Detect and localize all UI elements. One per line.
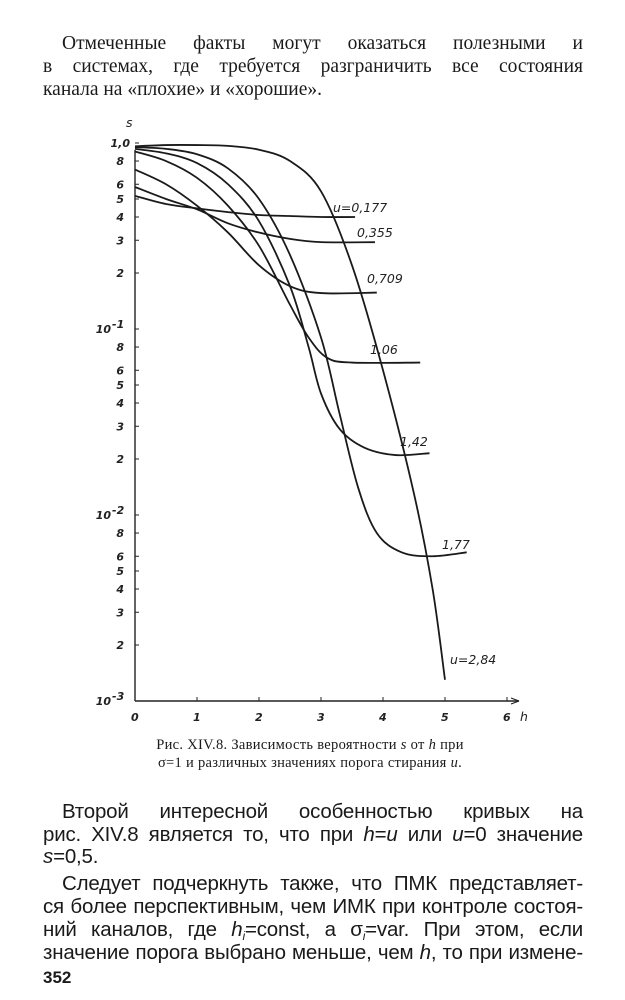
var: h: [231, 918, 243, 941]
paragraph-line: s=0,5.: [43, 846, 583, 868]
x-tick-label: 5: [441, 711, 449, 724]
caption-text: σ=1 и различных значениях порога стирани…: [157, 755, 451, 771]
subscript: i: [362, 929, 366, 943]
text: значение порога выбрано меньше, чем: [43, 941, 420, 964]
figure-caption: Рис. XIV.8. Зависимость вероятности s от…: [70, 736, 550, 772]
curve-label: u=0,177: [333, 200, 387, 215]
curve-142: [134, 147, 430, 457]
text: =: [374, 823, 387, 846]
paragraph-line: рис. XIV.8 является то, что при h=u или …: [43, 824, 583, 846]
text: или: [397, 823, 453, 846]
x-tick-label: 2: [255, 711, 263, 724]
x-tick-label: 6: [503, 711, 511, 724]
curve-0355: [134, 186, 375, 244]
x-tick-label: 4: [378, 711, 387, 724]
curve-106: [134, 150, 421, 364]
y-tick-label: 10: [96, 695, 112, 708]
text: , то при измене-: [430, 941, 583, 964]
var: s: [43, 845, 54, 868]
paragraph-line: значение порога выбрано меньше, чем h, т…: [43, 942, 583, 964]
curve-label: u=2,84: [450, 652, 496, 667]
text: =var. При этом, если: [365, 918, 583, 941]
paragraph-line: канала на «плохие» и «хорошие».: [43, 79, 323, 100]
paragraph-line: в системах, где требуется разграничить в…: [43, 56, 583, 77]
text: =const, а: [244, 918, 351, 941]
x-tick-label: 3: [317, 711, 325, 724]
caption-text: от: [406, 737, 429, 753]
curve-label: 0,355: [357, 225, 393, 240]
y-tick-label: 6: [116, 178, 124, 191]
y-tick-label: 3: [116, 606, 124, 619]
var: u: [386, 823, 398, 846]
y-tick-exponent: -3: [112, 690, 125, 703]
text: =0 значение: [463, 823, 584, 846]
curve-label: 1,77: [442, 537, 470, 552]
caption-text: при: [436, 737, 464, 753]
paragraph-line: ся более перспективным, чем ИМК при конт…: [43, 895, 583, 918]
caption-var: s: [400, 737, 407, 753]
y-tick-label: 6: [116, 364, 124, 377]
y-tick-label: 3: [116, 234, 124, 247]
subscript: i: [242, 929, 245, 943]
y-tick-label: 5: [116, 379, 124, 392]
text: ний каналов, где: [43, 918, 232, 941]
y-tick-label: 4: [115, 211, 124, 224]
curve-label: 0,709: [367, 271, 403, 286]
text: рис. XIV.8 является то, что при: [43, 823, 364, 846]
paragraph-line: Отмеченные факты могут оказаться полезны…: [62, 33, 583, 54]
x-tick-label: 0: [131, 711, 139, 724]
caption-text: Рис. XIV.8. Зависимость вероятности: [156, 737, 401, 753]
y-tick-label: 2: [116, 639, 124, 652]
caption-var: u: [450, 755, 459, 771]
y-tick-label: 4: [115, 583, 124, 596]
paragraph-line: Следует подчеркнуть также, что ПМК предс…: [62, 872, 583, 895]
x-axis-arrow: [510, 697, 520, 705]
y-tick-label: 8: [116, 527, 124, 540]
curve-0709: [134, 168, 377, 295]
caption-text: .: [458, 755, 463, 771]
paragraph-line: Второй интересной особенностью кривых на: [62, 800, 583, 823]
var: σ: [350, 918, 363, 941]
y-tick-label: 1,0: [111, 137, 131, 150]
text: =0,5.: [53, 845, 99, 868]
y-tick-label: 3: [116, 420, 124, 433]
paragraph-line: ний каналов, где hi=const, а σi=var. При…: [43, 918, 583, 943]
curve-177: [134, 146, 467, 558]
y-tick-label: 8: [116, 155, 124, 168]
var: h: [419, 941, 431, 964]
page-number: 352: [43, 968, 72, 987]
var: h: [363, 823, 375, 846]
y-tick-label: 2: [116, 267, 124, 280]
y-tick-label: 6: [116, 550, 124, 563]
x-tick-label: 1: [193, 711, 201, 724]
curve-284: [134, 144, 446, 680]
y-tick-label: 2: [116, 453, 124, 466]
y-tick-label: 10: [96, 509, 112, 522]
y-tick-label: 10: [96, 323, 112, 336]
y-tick-label: 8: [116, 341, 124, 354]
y-axis-label: s: [126, 115, 133, 130]
y-tick-label: 4: [115, 397, 124, 410]
y-tick-exponent: -2: [112, 504, 125, 517]
y-tick-label: 5: [116, 193, 124, 206]
curve-0177: [134, 194, 356, 218]
var: u: [452, 823, 464, 846]
y-tick-label: 5: [116, 565, 124, 578]
x-axis-label: h: [520, 709, 528, 724]
curve-label: 1,06: [370, 342, 398, 357]
caption-var: h: [428, 737, 437, 753]
curve-label: 1,42: [400, 434, 428, 449]
y-tick-exponent: -1: [112, 318, 124, 331]
